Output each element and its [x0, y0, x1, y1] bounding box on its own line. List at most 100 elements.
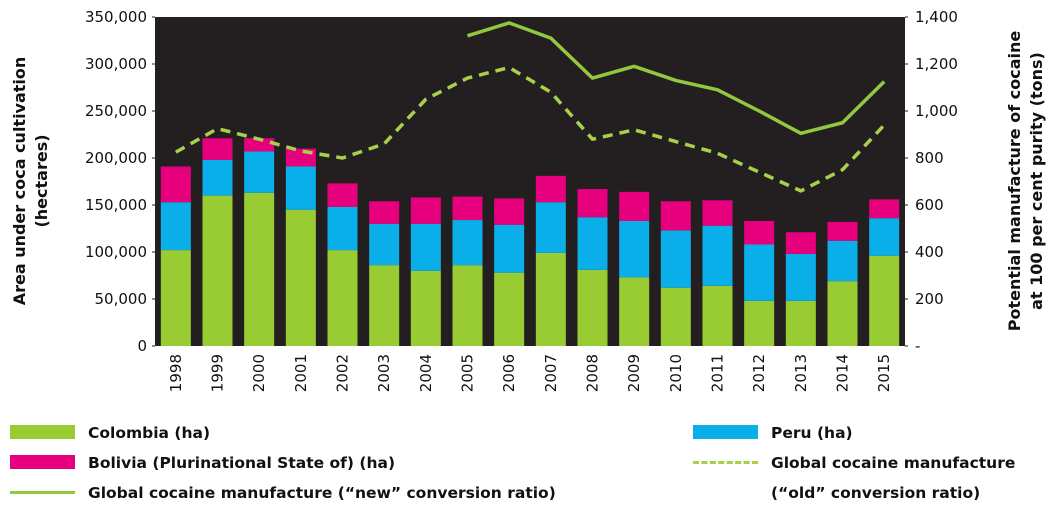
bar-segment — [202, 159, 233, 196]
bar-segment — [160, 250, 191, 346]
legend-label: Bolivia (Plurinational State of) (ha) — [88, 454, 396, 472]
x-tick-label: 2011 — [709, 354, 727, 392]
x-tick-label: 1998 — [167, 354, 185, 392]
bar-segment — [660, 287, 691, 346]
bar-segment — [702, 225, 733, 286]
bar-segment — [327, 206, 358, 251]
bar-segment — [827, 221, 858, 241]
bar-segment — [327, 250, 358, 346]
line-series — [466, 21, 886, 136]
bar-segment — [160, 166, 191, 203]
y2-tick-label: 400 — [915, 243, 944, 261]
bar-segment — [535, 202, 566, 253]
x-tick-label: 2004 — [417, 354, 435, 392]
x-tick-label: 2006 — [500, 354, 518, 392]
x-tick-label: 1999 — [209, 354, 227, 392]
bar-segment — [452, 220, 483, 266]
legend-label: Peru (ha) — [771, 424, 853, 442]
y-tick-label: 0 — [137, 337, 147, 355]
bar-segment — [660, 230, 691, 288]
x-tick-label: 2015 — [875, 354, 893, 392]
bar-segment — [827, 281, 858, 346]
bar-segment — [494, 198, 525, 225]
y-axis-title: (hectares) — [32, 134, 51, 227]
x-tick-label: 2012 — [750, 354, 768, 392]
y2-tick-label: 200 — [915, 290, 944, 308]
y2-tick-label: 800 — [915, 149, 944, 167]
bar-segment — [577, 269, 608, 346]
bar-segment — [744, 220, 775, 245]
bar-segment — [327, 183, 358, 207]
bar-segment — [785, 300, 816, 346]
bar-segment — [702, 285, 733, 346]
bar-segment — [535, 252, 566, 346]
y2-tick-label: 600 — [915, 196, 944, 214]
legend-swatch — [693, 461, 758, 464]
y-tick-label: 350,000 — [85, 8, 147, 26]
bar-segment — [869, 199, 900, 219]
bar-segment — [827, 240, 858, 282]
bar-segment — [577, 189, 608, 218]
bar-segment — [785, 232, 816, 254]
y2-axis-title: at 100 per cent purity (tons) — [1027, 52, 1046, 310]
y-tick-label: 300,000 — [85, 55, 147, 73]
y2-tick-label: 1,000 — [915, 102, 958, 120]
bar-segment — [369, 265, 400, 346]
bar-segment — [452, 265, 483, 346]
bar-segment — [410, 270, 441, 346]
bar-segment — [619, 220, 650, 278]
x-tick-label: 2000 — [250, 354, 268, 392]
legend-label: Colombia (ha) — [88, 424, 211, 442]
bar-segment — [244, 192, 275, 346]
x-tick-label: 2014 — [834, 354, 852, 392]
bar-segment — [410, 223, 441, 271]
y-axis-title: Area under coca cultivation — [10, 57, 29, 306]
legend-swatch — [10, 491, 75, 494]
y-tick-label: 100,000 — [85, 243, 147, 261]
y2-tick-label: 1,400 — [915, 8, 958, 26]
x-tick-label: 2009 — [625, 354, 643, 392]
y2-tick-label: 1,200 — [915, 55, 958, 73]
x-tick-label: 2005 — [459, 354, 477, 392]
x-tick-label: 2003 — [375, 354, 393, 392]
legend-swatch — [693, 425, 758, 439]
x-tick-label: 2007 — [542, 354, 560, 392]
bar-segment — [369, 223, 400, 266]
legend-label: Global cocaine manufacture (“new” conver… — [88, 484, 556, 502]
bar-segment — [244, 151, 275, 193]
bar-segment — [619, 191, 650, 221]
bar-segment — [202, 195, 233, 346]
x-tick-label: 2001 — [292, 354, 310, 392]
y-tick-label: 50,000 — [95, 290, 148, 308]
bar-segment — [160, 202, 191, 251]
bar-segment — [452, 196, 483, 221]
bar-segment — [535, 175, 566, 203]
y2-tick-label: - — [915, 337, 920, 355]
x-tick-label: 2010 — [667, 354, 685, 392]
bar-segment — [410, 197, 441, 224]
bar-segment — [577, 217, 608, 270]
bar-segment — [244, 138, 275, 152]
bar-segment — [744, 300, 775, 346]
bar-segment — [660, 201, 691, 231]
bar-segment — [869, 218, 900, 256]
bar-segment — [619, 277, 650, 346]
y-tick-label: 250,000 — [85, 102, 147, 120]
x-tick-label: 2013 — [792, 354, 810, 392]
y2-axis-title: Potential manufacture of cocaine — [1005, 31, 1024, 332]
bar-segment — [785, 253, 816, 301]
y-tick-label: 200,000 — [85, 149, 147, 167]
bar-segment — [494, 272, 525, 346]
legend-label: Global cocaine manufacture (“old” conver… — [771, 454, 1016, 502]
bar-segment — [285, 209, 316, 346]
legend-swatch — [10, 425, 75, 439]
x-tick-label: 2008 — [584, 354, 602, 392]
bar-segment — [285, 166, 316, 210]
x-tick-label: 2002 — [334, 354, 352, 392]
bar-segment — [369, 201, 400, 224]
line-series — [174, 65, 886, 193]
legend-swatch — [10, 455, 75, 469]
bar-segment — [869, 255, 900, 346]
bar-segment — [702, 200, 733, 226]
